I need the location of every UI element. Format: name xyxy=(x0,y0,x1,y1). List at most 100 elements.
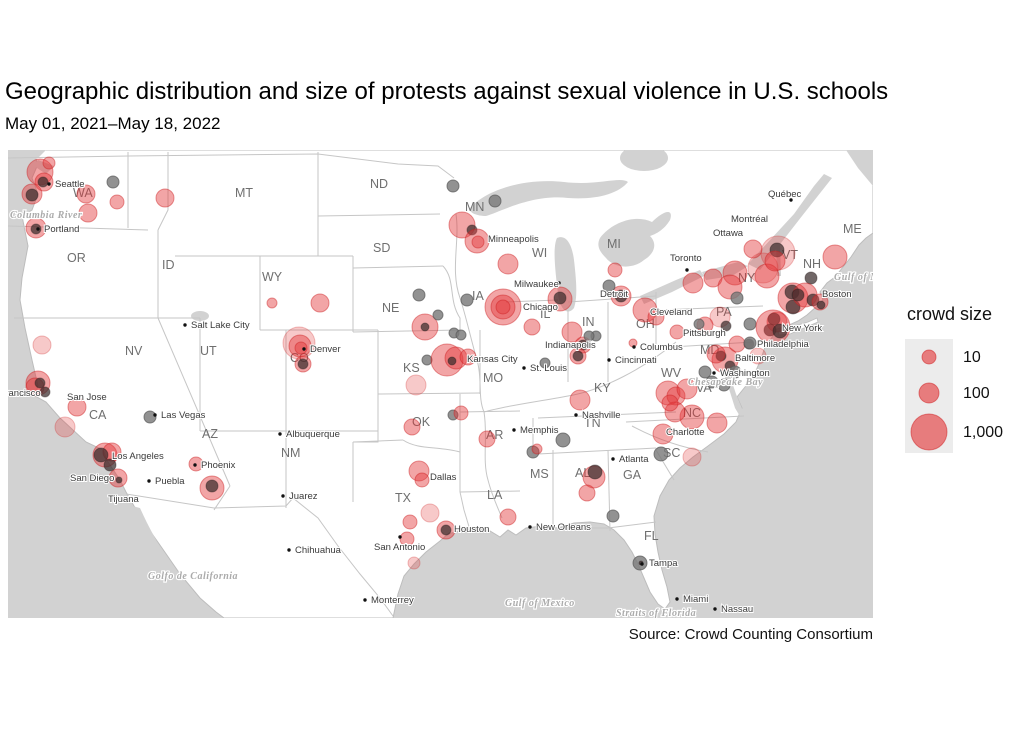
protest-bubble xyxy=(420,322,430,332)
protest-bubble xyxy=(103,458,117,472)
protest-bubble-unknown-size xyxy=(488,194,502,208)
protest-bubble xyxy=(490,294,516,320)
city-label: New York xyxy=(782,323,822,334)
city-label: Las Vegas xyxy=(161,410,206,421)
protest-bubble xyxy=(754,263,780,289)
city-dot xyxy=(278,432,282,436)
protest-bubble xyxy=(405,374,427,396)
state-label: WY xyxy=(262,270,283,284)
protest-bubble xyxy=(78,203,98,223)
state-label: NM xyxy=(281,446,300,460)
city-label: San Antonio xyxy=(374,542,425,553)
protest-bubble xyxy=(632,297,658,323)
city-label: Tijuana xyxy=(108,494,140,505)
state-label: OH xyxy=(636,317,655,331)
city-dot xyxy=(147,479,151,483)
state-label: VT xyxy=(782,248,798,262)
protest-bubble xyxy=(155,188,175,208)
city-label: Albuquerque xyxy=(286,429,340,440)
protest-bubble xyxy=(578,484,596,502)
protest-bubble xyxy=(806,293,820,307)
state-label: PA xyxy=(716,305,732,319)
protest-bubble xyxy=(749,347,767,365)
protest-bubble xyxy=(804,271,818,285)
legend-label: 10 xyxy=(963,349,981,366)
protest-bubble xyxy=(661,394,679,412)
protest-bubble xyxy=(447,356,457,366)
protest-bubble xyxy=(67,397,87,417)
city-label: Nassau xyxy=(721,604,753,615)
water-label: Gulf of Maine xyxy=(834,272,873,283)
city-label: Québec xyxy=(768,189,802,200)
protest-bubble xyxy=(676,378,698,400)
city-label: Phoenix xyxy=(201,460,236,471)
city-dot xyxy=(47,182,51,186)
protest-bubble xyxy=(720,320,732,332)
protest-bubble-unknown-size xyxy=(606,509,620,523)
protest-bubble xyxy=(647,308,665,326)
protest-bubble-unknown-size xyxy=(730,291,744,305)
state-label: ND xyxy=(370,177,388,191)
protest-bubble xyxy=(531,443,543,455)
city-dot xyxy=(574,413,578,417)
city-dot xyxy=(281,494,285,498)
protest-bubble xyxy=(484,288,522,326)
city-dot xyxy=(398,535,402,539)
protest-bubble xyxy=(652,423,674,445)
protest-bubble xyxy=(764,250,786,272)
protest-bubble xyxy=(402,514,418,530)
state-label: NE xyxy=(382,301,399,315)
legend-label: 1,000 xyxy=(963,424,1003,441)
protest-bubble xyxy=(93,447,109,463)
city-dot xyxy=(287,548,291,552)
protest-bubble xyxy=(715,350,727,362)
protest-bubble xyxy=(499,508,517,526)
bubble-map: WAORIDMTNDSDWYNVUTCAAZNMCONEKSOKTXMNIAMO… xyxy=(8,150,873,618)
state-label: AR xyxy=(486,428,503,442)
protest-bubble xyxy=(414,472,430,488)
state-label: LA xyxy=(487,488,503,502)
state-label: ID xyxy=(162,258,175,272)
map-svg: WAORIDMTNDSDWYNVUTCAAZNMCONEKSOKTXMNIAMO… xyxy=(8,150,873,618)
protest-bubble xyxy=(553,291,567,305)
protest-bubble xyxy=(664,401,686,423)
protest-bubble xyxy=(25,188,39,202)
legend-title: crowd size xyxy=(907,304,993,324)
state-label: NH xyxy=(803,257,821,271)
protest-bubble-unknown-size xyxy=(455,329,467,341)
water-label: Gulf of Mexico xyxy=(505,598,575,609)
city-label: Toronto xyxy=(670,253,702,264)
city-dot xyxy=(363,598,367,602)
state-label: AZ xyxy=(202,427,218,441)
protest-bubble xyxy=(669,324,685,340)
city-label: St. Louis xyxy=(530,363,567,374)
state-label: NV xyxy=(125,344,143,358)
state-label: CA xyxy=(89,408,107,422)
protest-bubble xyxy=(39,386,51,398)
protest-bubble xyxy=(297,358,309,370)
crowd-size-legend: crowd size 10 100 1,000 xyxy=(903,304,1023,463)
city-label: Montréal xyxy=(731,214,768,225)
city-dot xyxy=(528,525,532,529)
protest-bubble-unknown-size xyxy=(526,445,540,459)
protest-bubble xyxy=(791,288,805,302)
state-label: MS xyxy=(530,467,549,481)
city-label: Atlanta xyxy=(619,454,649,465)
protest-bubble xyxy=(747,252,779,284)
state-label: AL xyxy=(575,466,590,480)
state-label: MN xyxy=(465,200,484,214)
protest-bubble xyxy=(408,460,430,482)
state-label: WV xyxy=(661,366,682,380)
city-label: Nashville xyxy=(582,410,621,421)
protest-bubble xyxy=(76,184,96,204)
protest-bubble xyxy=(453,405,469,421)
city-label: San Jose xyxy=(67,392,107,403)
city-label: Miami xyxy=(683,594,708,605)
protest-bubble xyxy=(266,297,278,309)
protest-bubble-unknown-size xyxy=(728,365,742,379)
protest-bubble xyxy=(577,339,589,351)
water-labels: Columbia River Golfo de California Gulf of… xyxy=(9,209,873,618)
protest-bubble xyxy=(466,224,478,236)
protest-bubble xyxy=(682,272,704,294)
protest-bubble xyxy=(30,223,42,235)
